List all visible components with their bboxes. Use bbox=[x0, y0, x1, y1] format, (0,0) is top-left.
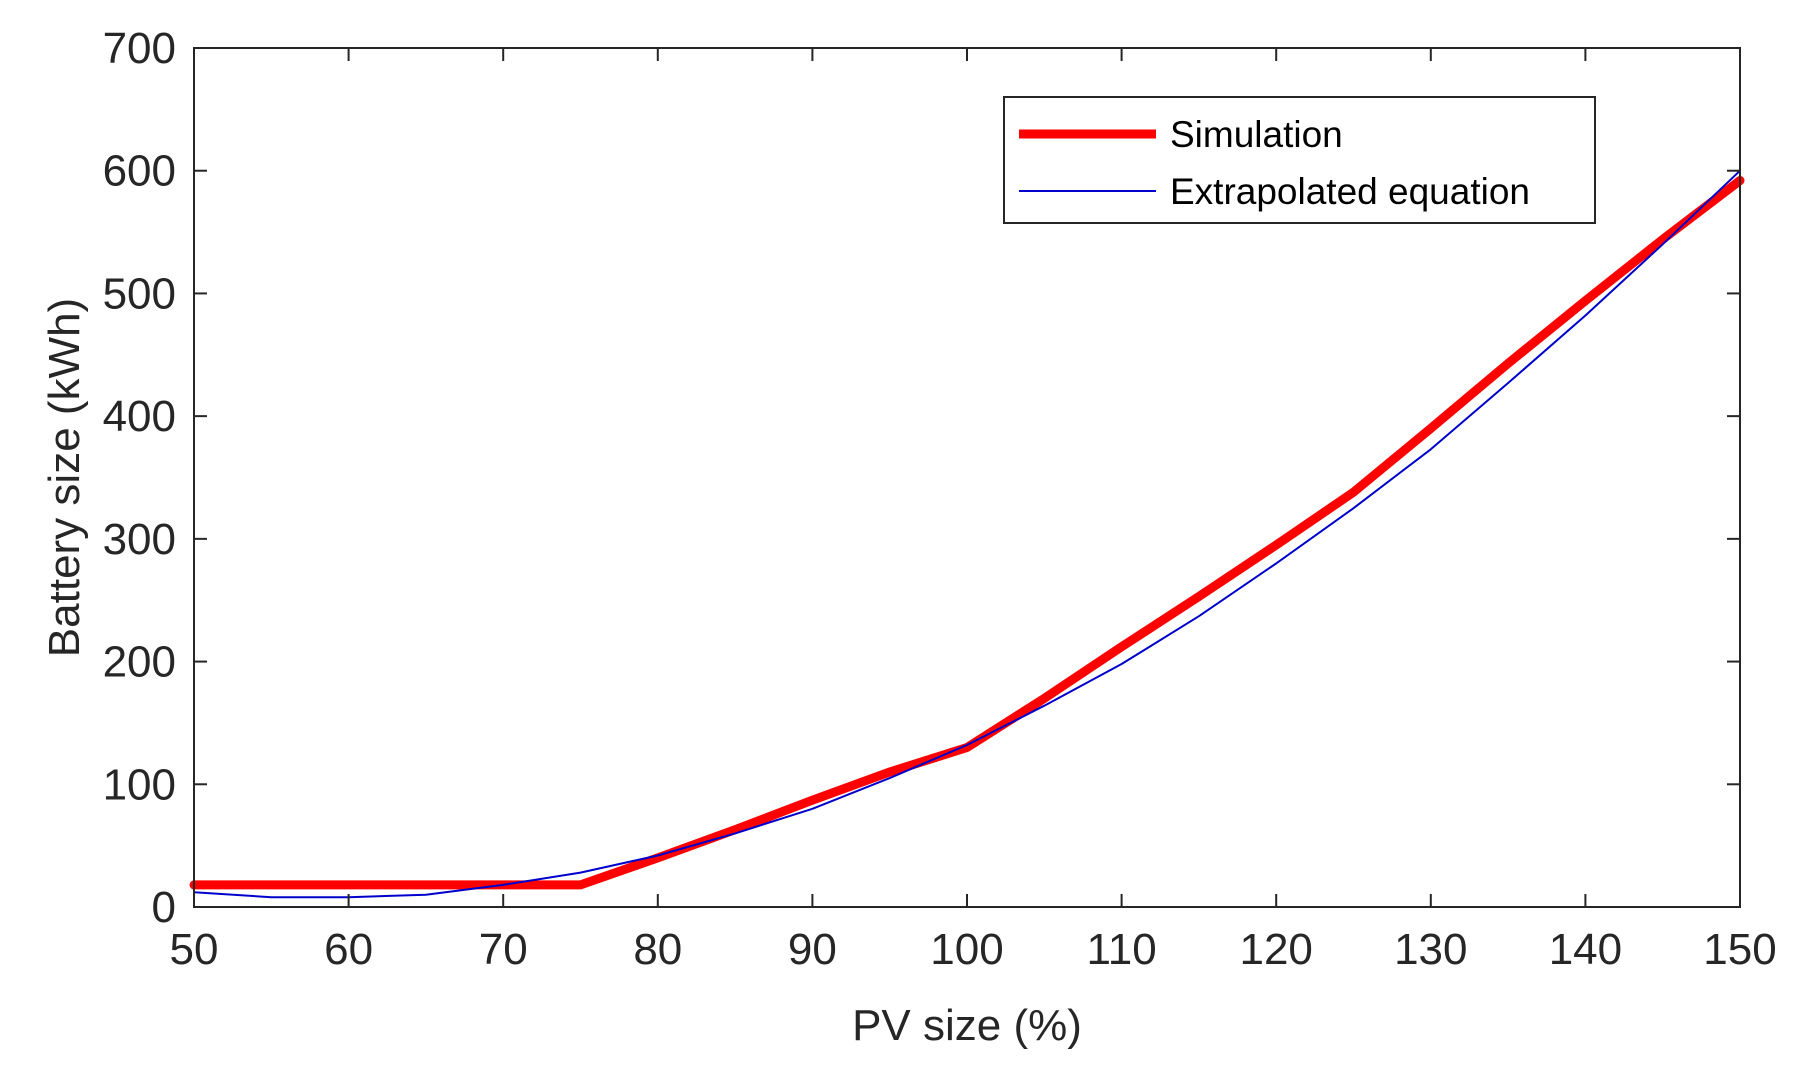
x-tick-label: 80 bbox=[633, 925, 682, 974]
legend: Simulation Extrapolated equation bbox=[1003, 96, 1596, 224]
series-layer bbox=[189, 169, 1745, 899]
x-tick-label: 70 bbox=[479, 925, 528, 974]
legend-label-simulation: Simulation bbox=[1170, 114, 1343, 155]
legend-label-extrapolated-equation: Extrapolated equation bbox=[1170, 171, 1530, 212]
y-tick-label: 500 bbox=[103, 269, 176, 318]
x-tick-label: 130 bbox=[1394, 925, 1467, 974]
y-tick-label: 100 bbox=[103, 760, 176, 809]
y-axis-title: Battery size (kWh) bbox=[40, 298, 89, 657]
y-tick-label: 200 bbox=[103, 638, 176, 687]
series-line-simulation bbox=[189, 176, 1745, 890]
x-tick-label: 90 bbox=[788, 925, 837, 974]
y-tick-label: 0 bbox=[152, 883, 176, 932]
y-tick-label: 700 bbox=[103, 24, 176, 73]
axis-ticks: 50 60 70 80 90 100 110 120 130 140 150 0 100 200 300 40… bbox=[103, 24, 1777, 974]
series-line-extrapolated-equation bbox=[193, 169, 1741, 899]
x-tick-label: 150 bbox=[1703, 925, 1776, 974]
x-tick-label: 50 bbox=[170, 925, 219, 974]
legend-box bbox=[1003, 96, 1596, 224]
x-axis-title: PV size (%) bbox=[852, 1001, 1082, 1050]
y-tick-label: 300 bbox=[103, 515, 176, 564]
x-tick-label: 100 bbox=[930, 925, 1003, 974]
y-tick-label: 400 bbox=[103, 392, 176, 441]
x-tick-label: 110 bbox=[1087, 925, 1157, 974]
x-tick-label: 60 bbox=[324, 925, 373, 974]
x-tick-label: 120 bbox=[1239, 925, 1312, 974]
y-tick-label: 600 bbox=[103, 147, 176, 196]
x-tick-label: 140 bbox=[1549, 925, 1622, 974]
